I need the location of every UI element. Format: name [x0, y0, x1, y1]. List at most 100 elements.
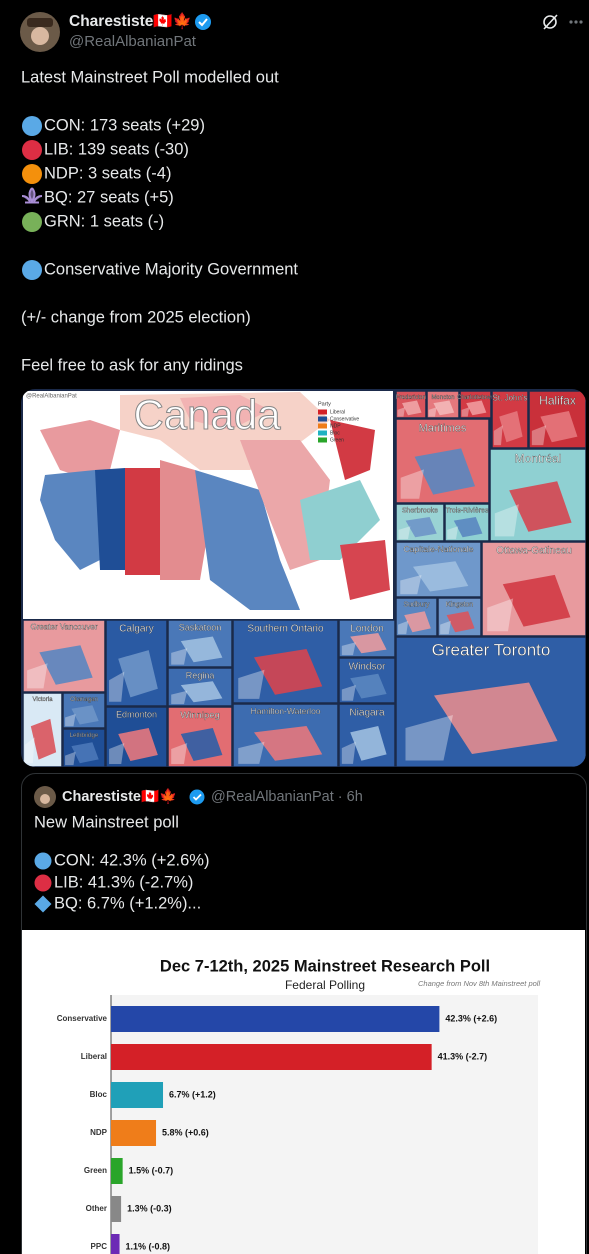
map-riding-cluster	[487, 598, 514, 632]
bar	[111, 1006, 440, 1032]
map-panel-label: Greater Toronto	[432, 640, 551, 659]
map-panel-label: Trois-Rivières	[446, 508, 489, 515]
map-riding-cluster	[494, 504, 519, 537]
map-riding-cluster	[440, 620, 451, 635]
map-riding-cluster	[433, 400, 455, 416]
map-riding-cluster	[453, 516, 483, 538]
map-panel-label: Greater Vancouver	[31, 623, 98, 632]
map-panel-label: Regina	[186, 671, 215, 681]
tweet-text-line: Feel free to ask for any ridings	[21, 356, 243, 374]
map-riding-cluster	[341, 642, 356, 656]
diamond-icon	[34, 895, 52, 913]
quote-card[interactable]	[21, 773, 587, 1254]
chart-title: Dec 7-12th, 2025 Mainstreet Research Pol…	[160, 957, 490, 975]
legend-swatch	[318, 437, 327, 443]
map-riding-cluster	[447, 526, 459, 540]
map-title: Canada	[133, 391, 281, 438]
tweet-text-line: NDP: 3 seats (-4)	[44, 164, 171, 182]
quote-text-line: LIB: 41.3% (-2.7%)	[54, 873, 193, 891]
quote-text-line: New Mainstreet poll	[34, 813, 179, 831]
map-riding-cluster	[118, 728, 158, 761]
region-ontario	[195, 470, 300, 610]
map-riding-cluster	[350, 632, 387, 654]
emoji-circle	[34, 852, 52, 870]
region-nunavut	[180, 395, 270, 430]
map-riding-cluster	[400, 469, 424, 499]
value-label: 1.5% (-0.7)	[129, 1165, 174, 1175]
region-quebec-south	[300, 480, 380, 560]
map-riding-cluster	[502, 574, 571, 627]
map-riding-cluster	[171, 743, 188, 764]
tweet-text-line: CON: 173 seats (+29)	[44, 116, 205, 134]
quote-verified-badge	[189, 789, 205, 805]
map-panel-label: Kingston	[446, 602, 473, 609]
map-panel-label: Ottawa-Gatineau	[496, 546, 572, 557]
map-riding-cluster	[397, 407, 405, 417]
avatar-hat	[27, 18, 53, 27]
map-riding-cluster	[499, 410, 523, 443]
map-panel-label: Edmonton	[116, 710, 157, 720]
map-riding-cluster	[350, 673, 387, 699]
map-riding-cluster	[238, 669, 265, 699]
tweet-text-line: LIB: 139 seats (-30)	[44, 140, 189, 158]
region-sask	[125, 468, 160, 575]
author-handle[interactable]: @RealAlbanianPat	[69, 33, 197, 50]
category-label: NDP	[90, 1128, 108, 1137]
map-riding-cluster	[405, 516, 437, 538]
map-riding-cluster	[180, 681, 223, 703]
map-riding-cluster	[428, 407, 437, 417]
map-riding-cluster	[350, 726, 387, 761]
map-panel-label: Niagara	[349, 708, 384, 719]
more-icon[interactable]	[569, 20, 583, 24]
map-panel-label: Hamilton-Waterloo	[250, 706, 320, 716]
category-label: Other	[86, 1204, 107, 1213]
map-riding-cluster	[461, 407, 470, 417]
quote-text-line: CON: 42.3% (+2.6%)	[54, 851, 209, 869]
tweet-text-line: Conservative Majority Government	[44, 260, 298, 278]
map-panel-label: Moncton	[431, 395, 454, 401]
quote-meta: @RealAlbanianPat · 6h	[211, 789, 363, 805]
bar-chart: Conservative 42.3% (+2.6) Liberal 41.3% (-2…	[57, 1006, 497, 1254]
category-label: PPC	[91, 1242, 108, 1251]
tweet-body: Latest Mainstreet Poll modelled out CON: …	[21, 68, 298, 374]
legend-swatch	[318, 430, 327, 436]
map-panel-label: Sudbury	[403, 602, 430, 609]
category-label: Conservative	[57, 1014, 108, 1023]
bar	[111, 1234, 120, 1254]
map-riding-cluster	[493, 425, 503, 446]
bar	[111, 1196, 122, 1222]
quote-author-name[interactable]: Charestiste🇨🇦🍁	[62, 787, 177, 805]
fleur-icon	[21, 187, 43, 204]
region-manitoba	[160, 460, 210, 580]
category-label: Bloc	[90, 1090, 108, 1099]
legend-label: Green	[330, 437, 344, 443]
map-riding-cluster	[405, 715, 453, 761]
author-name[interactable]: Charestiste🇨🇦🍁	[69, 11, 192, 30]
value-label: 1.1% (-0.8)	[126, 1241, 171, 1251]
map-riding-cluster	[398, 526, 411, 540]
map-panel-label: Winnipeg	[180, 710, 220, 721]
map-riding-cluster	[65, 714, 76, 727]
bar	[111, 1044, 432, 1070]
map-riding-cluster	[341, 741, 356, 764]
grok-icon[interactable]	[543, 15, 557, 29]
map-image[interactable]: Canada @RealAlbanianPat Party LiberalCon…	[21, 389, 586, 767]
map-riding-cluster	[27, 663, 48, 689]
value-label: 41.3% (-2.7)	[438, 1051, 488, 1061]
map-riding-cluster	[414, 448, 476, 495]
map-riding-cluster	[30, 718, 57, 760]
map-panel-label: Calgary	[119, 624, 153, 635]
bar	[111, 1120, 157, 1146]
legend-swatch	[318, 409, 327, 415]
map-riding-cluster	[413, 561, 469, 592]
map-panel-label: Saskatoon	[179, 623, 222, 633]
verified-badge	[195, 14, 211, 30]
value-label: 5.8% (+0.6)	[162, 1127, 209, 1137]
map-riding-cluster	[118, 650, 158, 698]
map-panel-label: Victoria	[33, 697, 54, 703]
map-riding-cluster	[540, 410, 578, 443]
legend-label: Conservative	[330, 416, 359, 422]
